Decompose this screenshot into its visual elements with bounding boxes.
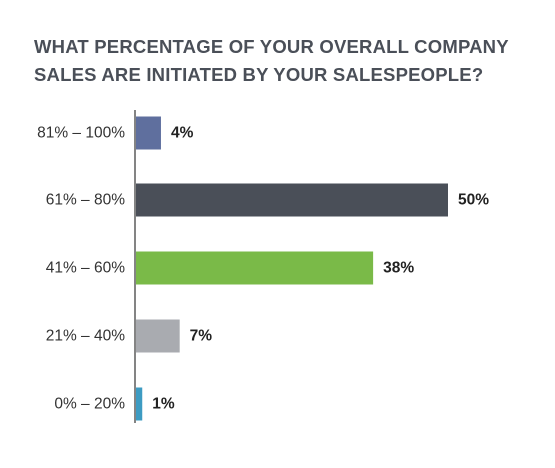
value-label: 7% (190, 328, 213, 345)
value-label: 50% (458, 192, 489, 209)
category-label: 41% – 60% (46, 260, 125, 277)
bar (136, 251, 374, 285)
category-label: 0% – 20% (54, 396, 125, 413)
bar (136, 387, 143, 421)
bars-layer: 81% – 100% 4% 61% – 80% 50% 41% – 60% 38% 21% … (37, 116, 489, 421)
chart-title-line-2: SALES ARE INITIATED BY YOUR SALESPEOPLE? (34, 64, 484, 85)
value-label: 4% (171, 125, 194, 142)
category-label: 21% – 40% (46, 328, 125, 345)
value-label: 38% (383, 260, 414, 277)
chart-title: WHAT PERCENTAGE OF YOUR OVERALL COMPANY … (34, 33, 544, 89)
category-label: 61% – 80% (46, 192, 125, 209)
chart-title-line-1: WHAT PERCENTAGE OF YOUR OVERALL COMPANY (34, 36, 509, 57)
bar (136, 319, 180, 353)
category-label: 81% – 100% (37, 125, 125, 142)
bar (136, 116, 161, 150)
bar (136, 183, 448, 217)
value-label: 1% (152, 396, 175, 413)
